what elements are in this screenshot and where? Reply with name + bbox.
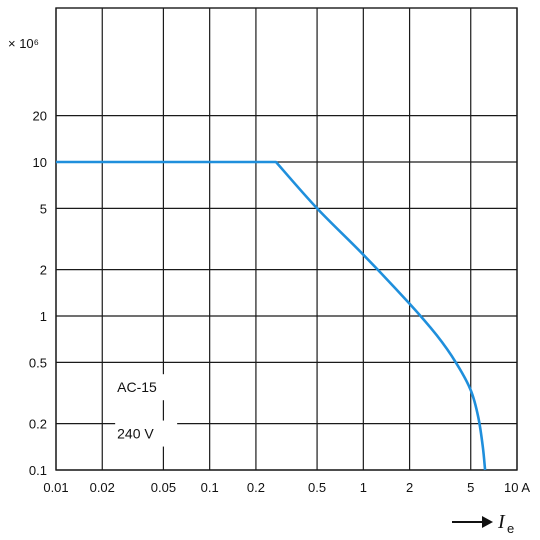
- x-tick-label-0: 0.01: [43, 480, 68, 495]
- annotation-background-0: [115, 374, 178, 401]
- annotations: AC-15 240 V: [117, 379, 157, 441]
- x-tick-label-3: 0.1: [201, 480, 219, 495]
- y-unit-label: × 10⁶: [8, 36, 39, 51]
- tick-labels: 0.01 0.02 0.05 0.1 0.2 0.5 1 2 5 10 A 0.1 0.2 0.5 1 2 5…: [29, 109, 530, 495]
- x-tick-label-8: 5: [467, 480, 474, 495]
- x-axis-label-main: I: [497, 511, 506, 533]
- y-tick-label-7: 20: [33, 109, 47, 124]
- y-tick-label-4: 2: [40, 263, 47, 278]
- grid: [55, 7, 518, 471]
- x-tick-label-9: 10 A: [504, 480, 530, 495]
- x-tick-label-6: 1: [360, 480, 367, 495]
- y-tick-label-3: 1: [40, 309, 47, 324]
- y-tick-label-6: 10: [33, 155, 47, 170]
- series-group: [56, 160, 487, 471]
- annotation-1: 240 V: [117, 426, 154, 442]
- y-tick-label-0: 0.1: [29, 463, 47, 478]
- annotation-0: AC-15: [117, 379, 157, 395]
- x-tick-label-2: 0.05: [151, 480, 176, 495]
- x-tick-label-1: 0.02: [90, 480, 115, 495]
- x-tick-label-7: 2: [406, 480, 413, 495]
- series-line-0: [56, 160, 487, 471]
- x-axis-label-subscript: e: [507, 521, 514, 536]
- annotation-background-1: [115, 420, 178, 447]
- x-axis-label: → I e: [452, 511, 514, 536]
- x-axis-arrow-head: [482, 516, 493, 528]
- plot-frame: [55, 7, 518, 471]
- y-tick-label-2: 0.5: [29, 355, 47, 370]
- x-tick-label-4: 0.2: [247, 480, 265, 495]
- y-tick-label-5: 5: [40, 201, 47, 216]
- annotation-backgrounds: [115, 374, 178, 447]
- y-tick-label-1: 0.2: [29, 417, 47, 432]
- x-tick-label-5: 0.5: [308, 480, 326, 495]
